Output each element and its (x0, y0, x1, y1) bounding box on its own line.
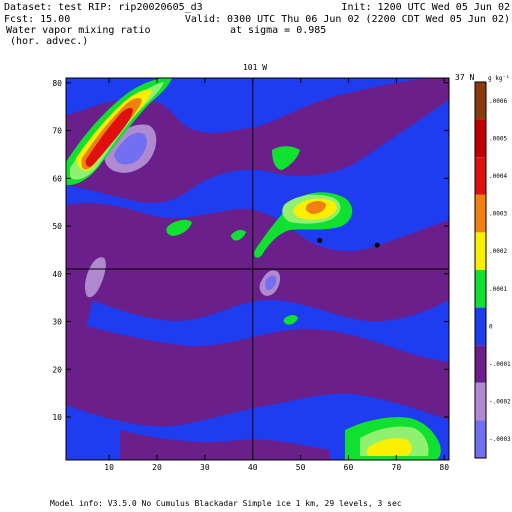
colorbar-label: 0 (489, 323, 493, 330)
y-tick-label: 10 (52, 413, 62, 422)
field-name-line1: Water vapor mixing ratio (6, 25, 151, 36)
units-label: g kg⁻¹ (488, 75, 510, 82)
periwinkle-regions (114, 132, 277, 291)
x-tick-label: 80 (439, 463, 449, 472)
latitude-label: 37 N (455, 73, 474, 82)
colorbar-label: .0006 (489, 98, 507, 105)
colorbar: .0006 .0005 .0004 .0003 .0002 .0001 0 -.0001 -.0… (474, 81, 511, 459)
colorbar-frame (474, 81, 487, 459)
colorbar-swatch (475, 382, 486, 421)
colorbar-swatch (475, 157, 486, 195)
colorbar-label: -.0003 (489, 436, 511, 443)
colorbar-label: .0004 (489, 173, 507, 180)
colorbar-swatch (475, 82, 486, 120)
y-tick-label: 50 (52, 222, 62, 231)
colorbar-swatch (475, 420, 486, 458)
purple-regions (66, 78, 449, 460)
x-tick-label: 70 (392, 463, 402, 472)
colorbar-swatch (475, 119, 486, 158)
y-tick-label: 60 (52, 174, 62, 183)
model-info-label: Model info: V3.5.0 No Cumulus Blackadar … (50, 499, 402, 508)
y-tick-label: 80 (52, 79, 62, 88)
axis-ticks: 10 20 30 40 50 60 70 80 10 20 30 40 50 60 70 80 (52, 78, 449, 472)
valid-label: Valid: 0300 UTC Thu 06 Jun 02 (2200 CDT … (185, 14, 510, 25)
sigma-label: at sigma = 0.985 (230, 25, 326, 36)
dataset-label: Dataset: test RIP: rip20020605_d3 (4, 2, 203, 13)
x-tick-label: 10 (104, 463, 114, 472)
colorbar-label: -.0002 (489, 399, 511, 406)
x-tick-label: 50 (296, 463, 306, 472)
x-tick-label: 60 (344, 463, 354, 472)
y-tick-label: 30 (52, 318, 62, 327)
colorbar-label: .0005 (489, 135, 507, 142)
y-tick-label: 40 (52, 270, 62, 279)
colorbar-label: .0001 (489, 286, 507, 293)
colorbar-swatch (475, 194, 486, 233)
init-label: Init: 1200 UTC Wed 05 Jun 02 (341, 2, 510, 13)
station-points (317, 237, 380, 248)
longitude-label: 101 W (243, 63, 267, 72)
y-tick-label: 70 (52, 127, 62, 136)
y-tick-label: 20 (52, 365, 62, 374)
x-tick-label: 40 (248, 463, 258, 472)
colorbar-swatch (475, 307, 486, 346)
colorbar-label: -.0001 (489, 361, 511, 368)
colorbar-swatch (475, 345, 486, 383)
colorbar-swatch (475, 232, 486, 270)
station-point (374, 242, 380, 248)
x-tick-label: 30 (200, 463, 210, 472)
station-point (317, 237, 323, 243)
colorbar-swatch (475, 270, 486, 308)
plot-area: 10 20 30 40 50 60 70 80 10 20 30 40 50 60 70 80 (52, 77, 450, 472)
red-regions (85, 107, 133, 167)
fcst-label: Fcst: 15.00 (4, 14, 70, 25)
colorbar-label: .0002 (489, 248, 507, 255)
field-name-line2: (hor. advec.) (10, 36, 88, 47)
x-tick-label: 20 (152, 463, 162, 472)
colorbar-label: .0003 (489, 211, 507, 218)
